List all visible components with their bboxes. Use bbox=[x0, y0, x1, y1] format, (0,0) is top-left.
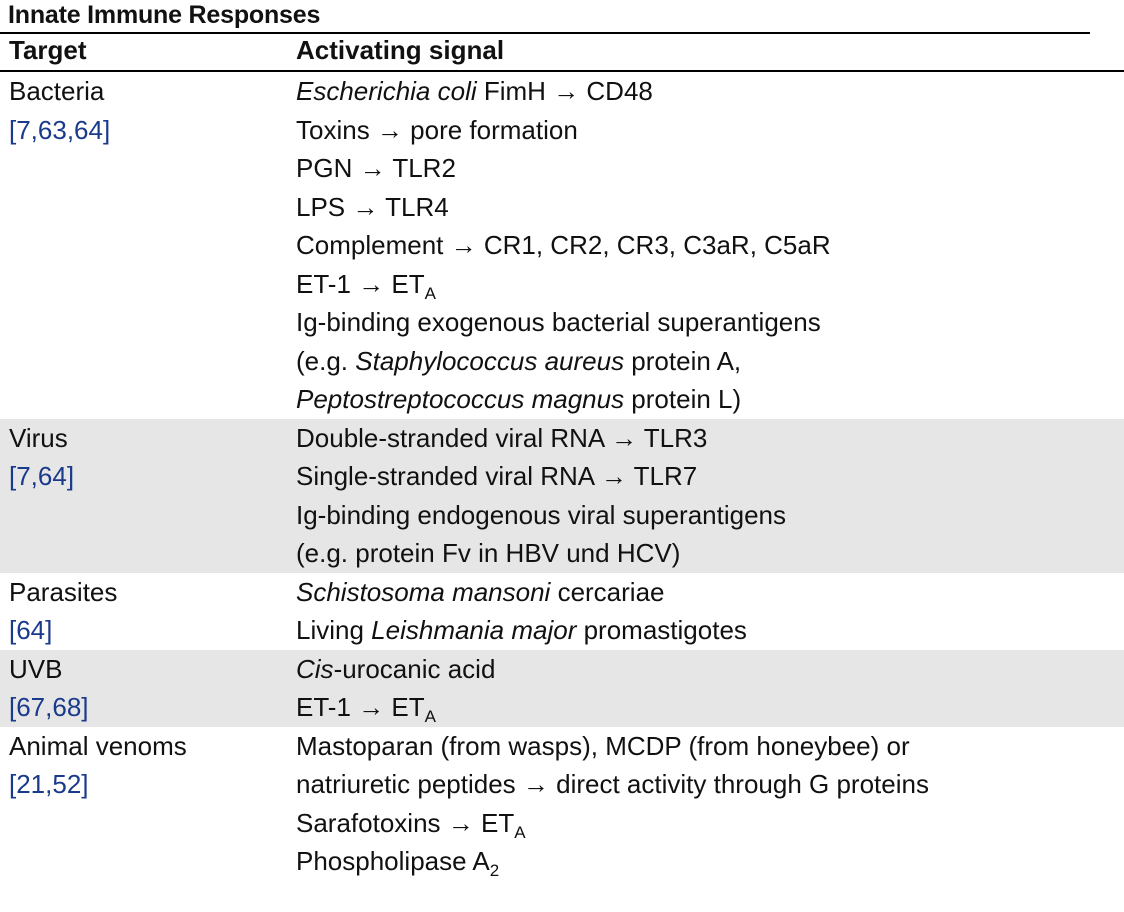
signal-text: PGN → TLR2 bbox=[296, 153, 456, 183]
signal-line: Complement → CR1, CR2, CR3, C3aR, C5aR bbox=[296, 226, 831, 265]
signal-text: -urocanic acid bbox=[333, 653, 496, 684]
table-row-virus: Virus [7,64] Double-stranded viral RNA → T… bbox=[0, 418, 1124, 573]
signal-text: Mastoparan (from wasps), MCDP (from hone… bbox=[296, 730, 910, 761]
reference-citation: [7,63,64] bbox=[9, 114, 111, 145]
signal-text: protein L) bbox=[624, 384, 742, 414]
signal-text: Phospholipase A bbox=[296, 846, 490, 876]
target-name: Bacteria bbox=[9, 76, 105, 106]
table-row-uvb: UVB [67,68] Cis-urocanic acid ET-1 → ETA bbox=[0, 649, 1124, 727]
italic-text: Escherichia coli bbox=[296, 76, 477, 106]
header-rule bbox=[0, 70, 1124, 72]
table-row-bacteria: Bacteria [7,63,64] Escherichia coli FimH →… bbox=[0, 72, 1124, 419]
signal-text: Double-stranded viral RNA → TLR3 bbox=[296, 422, 708, 453]
signal-text: Single-stranded viral RNA → TLR7 bbox=[296, 461, 698, 491]
italic-text: Leishmania major bbox=[371, 615, 577, 645]
activating-signal-cell: Cis-urocanic acid ET-1 → ETA bbox=[296, 650, 495, 727]
table-row-animal-venoms: Animal venoms [21,52] Mastoparan (from was… bbox=[0, 727, 1124, 881]
signal-line: Sarafotoxins → ETA bbox=[296, 804, 929, 843]
row-target-cell: Animal venoms [21,52] bbox=[9, 727, 187, 804]
row-target-cell: Parasites [64] bbox=[9, 573, 117, 650]
signal-line: ET-1 → ETA bbox=[296, 265, 831, 304]
signal-line: (e.g. Staphylococcus aureus protein A, bbox=[296, 342, 831, 381]
signal-line: LPS → TLR4 bbox=[296, 188, 831, 227]
subscript-text: 2 bbox=[489, 861, 500, 880]
target-name: UVB bbox=[9, 653, 63, 684]
table-title: Innate Immune Responses bbox=[8, 1, 321, 29]
signal-text: (e.g. protein Fv in HBV und HCV) bbox=[296, 538, 681, 568]
signal-line: PGN → TLR2 bbox=[296, 149, 831, 188]
signal-text: Living bbox=[296, 615, 372, 645]
signal-line: (e.g. protein Fv in HBV und HCV) bbox=[296, 534, 786, 573]
signal-text: ET-1 → ET bbox=[296, 692, 425, 722]
signal-line: Cis-urocanic acid bbox=[296, 650, 495, 689]
signal-line: Living Leishmania major promastigotes bbox=[296, 611, 747, 650]
signal-text: promastigotes bbox=[576, 615, 747, 645]
column-header-activating-signal: Activating signal bbox=[296, 35, 505, 65]
signal-text: Ig-binding exogenous bacterial superanti… bbox=[296, 307, 821, 337]
italic-text: Schistosoma mansoni bbox=[296, 576, 551, 607]
signal-text: Complement → CR1, CR2, CR3, C3aR, C5aR bbox=[296, 230, 831, 260]
activating-signal-cell: Schistosoma mansoni cercariae Living Leis… bbox=[296, 573, 747, 650]
signal-text: cercariae bbox=[550, 576, 665, 607]
target-name: Animal venoms bbox=[9, 730, 187, 761]
target-name: Parasites bbox=[9, 576, 118, 607]
activating-signal-cell: Mastoparan (from wasps), MCDP (from hone… bbox=[296, 727, 929, 881]
signal-text: protein A, bbox=[624, 345, 742, 376]
row-target-cell: Bacteria [7,63,64] bbox=[9, 72, 110, 149]
signal-line: Mastoparan (from wasps), MCDP (from hone… bbox=[296, 727, 929, 766]
row-target-cell: UVB [67,68] bbox=[9, 650, 89, 727]
table-row-parasites: Parasites [64] Schistosoma mansoni cercari… bbox=[0, 573, 1124, 650]
row-target-cell: Virus [7,64] bbox=[9, 419, 74, 496]
signal-line: Schistosoma mansoni cercariae bbox=[296, 573, 747, 612]
signal-line: Double-stranded viral RNA → TLR3 bbox=[296, 419, 786, 458]
subscript-text: A bbox=[424, 707, 436, 726]
signal-text: Ig-binding endogenous viral superantigen… bbox=[296, 499, 787, 530]
signal-line: ET-1 → ETA bbox=[296, 688, 495, 727]
italic-text: Peptostreptococcus magnus bbox=[296, 384, 625, 414]
target-name: Virus bbox=[9, 422, 68, 453]
signal-text: Sarafotoxins → ET bbox=[296, 807, 515, 838]
signal-line: Single-stranded viral RNA → TLR7 bbox=[296, 457, 786, 496]
italic-text: Staphylococcus aureus bbox=[355, 345, 625, 376]
reference-citation: [67,68] bbox=[9, 692, 89, 722]
signal-line: Escherichia coli FimH → CD48 bbox=[296, 72, 831, 111]
signal-line: Peptostreptococcus magnus protein L) bbox=[296, 380, 831, 419]
signal-text: Toxins → pore formation bbox=[296, 114, 578, 145]
top-rule bbox=[0, 32, 1090, 34]
column-header-target: Target bbox=[9, 35, 87, 65]
signal-text: LPS → TLR4 bbox=[296, 191, 449, 222]
signal-text: (e.g. bbox=[296, 345, 356, 376]
reference-citation: [7,64] bbox=[9, 461, 75, 491]
signal-text: natriuretic peptides → direct activity t… bbox=[296, 769, 929, 799]
subscript-text: A bbox=[514, 822, 526, 842]
reference-citation: [64] bbox=[9, 615, 53, 645]
signal-line: natriuretic peptides → direct activity t… bbox=[296, 765, 929, 804]
signal-line: Phospholipase A2 bbox=[296, 842, 929, 881]
signal-text: FimH → CD48 bbox=[476, 76, 653, 106]
activating-signal-cell: Double-stranded viral RNA → TLR3 Single-s… bbox=[296, 419, 786, 573]
signal-text: ET-1 → ET bbox=[296, 268, 425, 299]
reference-citation: [21,52] bbox=[9, 769, 89, 799]
activating-signal-cell: Escherichia coli FimH → CD48 Toxins → por… bbox=[296, 72, 831, 419]
italic-text: Cis bbox=[296, 653, 334, 684]
subscript-text: A bbox=[424, 283, 436, 303]
signal-line: Ig-binding endogenous viral superantigen… bbox=[296, 496, 786, 535]
signal-line: Ig-binding exogenous bacterial superanti… bbox=[296, 303, 831, 342]
signal-line: Toxins → pore formation bbox=[296, 111, 831, 150]
